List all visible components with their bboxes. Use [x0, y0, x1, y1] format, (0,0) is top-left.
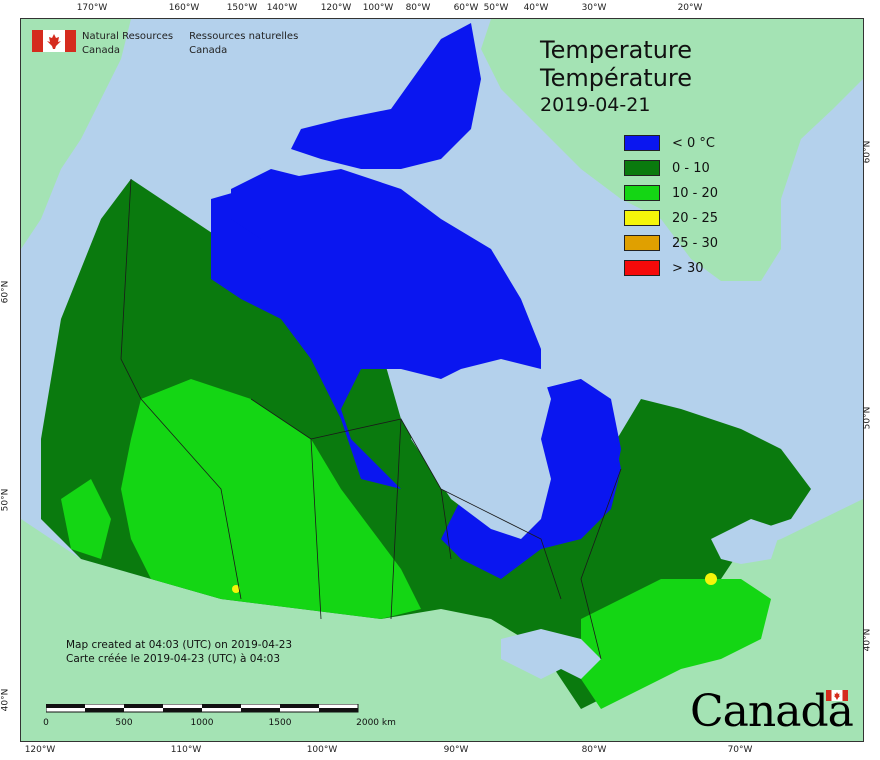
alaska-landmass: [21, 19, 131, 249]
tick-top: 50°W: [483, 3, 509, 13]
tick-left: 50°N: [0, 488, 11, 512]
tick-left: 40°N: [0, 688, 11, 712]
canada-zone-10-20-west: [121, 379, 421, 619]
legend-swatch: [624, 185, 660, 201]
gulf-of-st-lawrence: [711, 519, 781, 564]
legend-label: > 30: [672, 260, 704, 276]
tick-bottom: 90°W: [443, 745, 469, 755]
provincial-borders: [120, 178, 622, 660]
tick-top: 150°W: [226, 3, 258, 13]
temperature-map[interactable]: [21, 19, 863, 741]
tick-left: 60°N: [0, 280, 11, 304]
legend-item: 10 - 20: [624, 184, 718, 202]
map-credits: Map created at 04:03 (UTC) on 2019-04-23…: [66, 638, 292, 666]
map-date: 2019-04-21: [540, 94, 651, 116]
legend-label: 25 - 30: [672, 235, 719, 251]
agency-name-en: Natural Resources Canada: [82, 30, 173, 58]
province-border-line: [120, 178, 142, 400]
tick-top: 40°W: [523, 3, 549, 13]
canada-zone-10-20-east: [581, 579, 771, 709]
map-title-fr: Température: [540, 64, 693, 92]
map-title-en: Temperature: [540, 36, 693, 64]
legend-swatch: [624, 160, 660, 176]
tick-top: 20°W: [677, 3, 703, 13]
legend-item: 0 - 10: [624, 159, 718, 177]
tick-bottom: 120°W: [24, 745, 56, 755]
tick-bottom: 100°W: [306, 745, 338, 755]
tick-top: 120°W: [320, 3, 352, 13]
agency-signature: Natural Resources Canada Ressources natu…: [32, 30, 314, 58]
legend-item: < 0 °C: [624, 134, 718, 152]
great-lakes: [501, 629, 601, 679]
legend-swatch: [624, 210, 660, 226]
canada-zone-10-20-bc: [61, 479, 111, 559]
scale-label: 1000: [190, 718, 214, 728]
greenland-landmass: [481, 19, 863, 281]
agency-fr-line1: Ressources naturelles: [189, 31, 299, 42]
tick-top: 100°W: [362, 3, 394, 13]
agency-en-line2: Canada: [82, 45, 121, 56]
canada-zone-below-0-arctic-west: [231, 169, 331, 249]
tick-right: 60°N: [862, 140, 873, 164]
tick-top: 170°W: [76, 3, 108, 13]
canada-zone-below-0-arctic: [291, 23, 481, 169]
legend-label: 0 - 10: [672, 160, 710, 176]
legend-label: 10 - 20: [672, 185, 719, 201]
tick-right: 40°N: [862, 628, 873, 652]
hudson-bay: [411, 359, 551, 539]
scale-bar: [46, 704, 359, 713]
province-border-line: [580, 468, 622, 660]
legend-swatch: [624, 260, 660, 276]
wordmark-flag-icon: [826, 690, 848, 701]
province-border-line: [140, 398, 242, 600]
legend-swatch: [624, 135, 660, 151]
legend-item: 25 - 30: [624, 234, 718, 252]
scale-label: 500: [115, 718, 133, 728]
credit-line-fr: Carte créée le 2019-04-23 (UTC) à 04:03: [66, 653, 281, 665]
tick-top: 80°W: [405, 3, 431, 13]
tick-bottom: 80°W: [581, 745, 607, 755]
tick-top: 60°W: [453, 3, 479, 13]
map-title-block: Temperature Température 2019-04-21: [540, 36, 692, 118]
legend-item: 20 - 25: [624, 209, 718, 227]
canada-zone-20-25: [705, 573, 717, 585]
legend-label: < 0 °C: [672, 135, 716, 151]
credit-line-en: Map created at 04:03 (UTC) on 2019-04-23: [66, 639, 293, 651]
scale-label: 0: [43, 718, 49, 728]
scale-label: 1500: [268, 718, 292, 728]
agency-name-fr: Ressources naturelles Canada: [189, 30, 298, 58]
map-frame: [20, 18, 864, 742]
legend-swatch: [624, 235, 660, 251]
map-legend: < 0 °C 0 - 10 10 - 20 20 - 25 25 - 30 > …: [624, 134, 718, 284]
province-border-line: [440, 488, 562, 600]
tick-top: 140°W: [266, 3, 298, 13]
tick-top: 160°W: [168, 3, 200, 13]
canada-zone-20-25: [232, 585, 240, 593]
tick-bottom: 110°W: [170, 745, 202, 755]
agency-en-line1: Natural Resources: [82, 31, 174, 42]
canada-flag-icon: [32, 30, 76, 52]
canada-zone-below-0-quebec: [541, 379, 621, 539]
scale-label: 2000 km: [356, 718, 396, 728]
tick-top: 30°W: [581, 3, 607, 13]
tick-right: 50°N: [862, 406, 873, 430]
legend-label: 20 - 25: [672, 210, 719, 226]
tick-bottom: 70°W: [727, 745, 753, 755]
legend-item: > 30: [624, 259, 718, 277]
agency-fr-line2: Canada: [189, 45, 228, 56]
